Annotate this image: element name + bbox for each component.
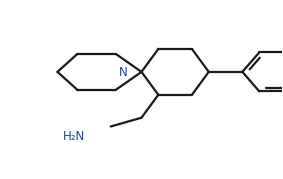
Text: N: N (119, 66, 128, 79)
Text: H₂N: H₂N (63, 130, 85, 143)
